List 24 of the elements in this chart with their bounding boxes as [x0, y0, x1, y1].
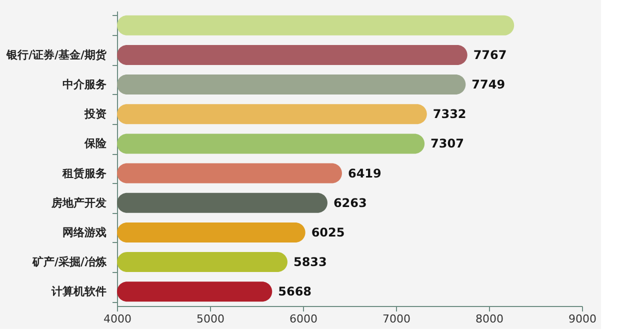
- y-tick-label: 投资: [84, 108, 106, 121]
- x-tick-label: 4000: [104, 312, 132, 326]
- data-label: 6263: [333, 196, 367, 210]
- y-tick-label: 矿产/采掘/冶炼: [31, 256, 108, 269]
- data-label: 5668: [278, 284, 312, 299]
- y-tick-label: 租赁服务: [62, 166, 106, 180]
- y-tick-label: 网络游戏: [62, 226, 106, 239]
- data-label: 7332: [432, 107, 466, 122]
- data-label: 6025: [311, 225, 345, 240]
- x-tick-label: 5000: [196, 312, 224, 326]
- y-tick-label: 中介服务: [62, 78, 106, 92]
- y-tick-label: 计算机软件: [50, 285, 106, 298]
- y-tick-label: 房地产开发: [50, 196, 106, 210]
- data-label: 7307: [430, 136, 464, 151]
- y-tick-label: 银行/证券/基金/期货: [5, 48, 108, 62]
- data-label: 7749: [472, 78, 506, 92]
- data-label: 5833: [293, 255, 327, 270]
- x-tick-label: 7000: [382, 312, 410, 326]
- data-label: 6419: [348, 166, 382, 180]
- x-tick-label: 6000: [290, 312, 318, 326]
- x-tick-label: 9000: [568, 312, 596, 326]
- x-tick-label: 8000: [476, 312, 504, 326]
- data-label: 7767: [473, 48, 507, 62]
- y-tick-label: 保险: [84, 137, 108, 150]
